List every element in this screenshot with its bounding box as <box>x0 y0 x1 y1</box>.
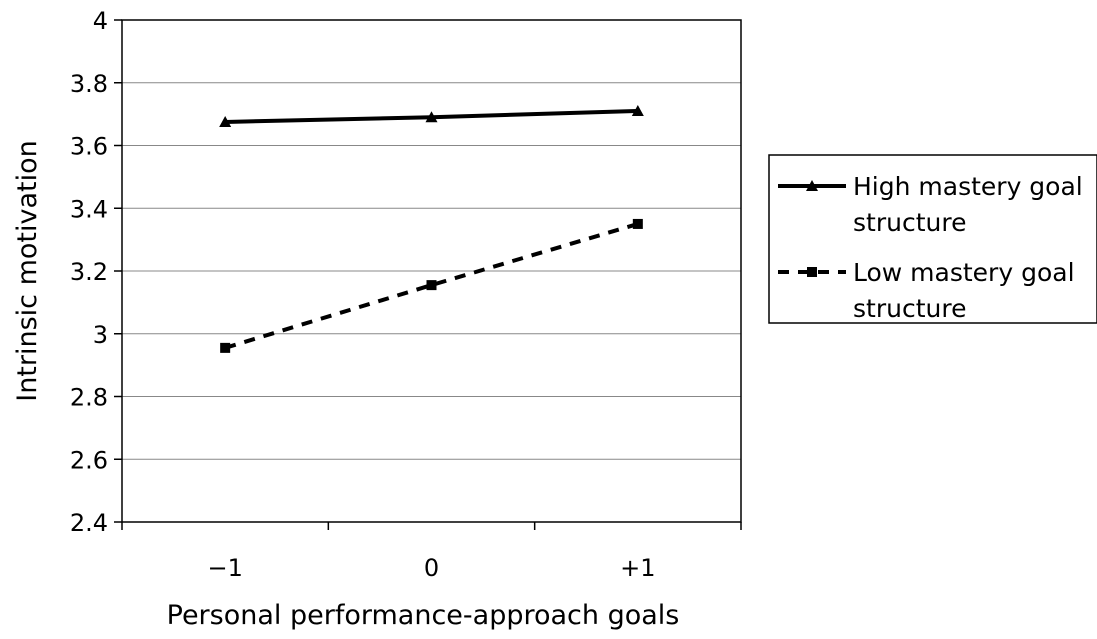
series-2 <box>220 218 643 353</box>
x-axis-ticks: −1 0 +1 <box>121 522 742 582</box>
grid-lines <box>122 82 741 460</box>
y-axis-label: Intrinsic motivation <box>12 140 43 402</box>
legend-frame <box>768 154 1097 324</box>
x-tick-label: +1 <box>620 554 655 582</box>
data-point-1-1 <box>219 115 232 127</box>
legend-marker-2 <box>807 267 817 277</box>
y-axis-ticks: 2.4 2.6 2.8 3 3.2 3.4 3.6 3.8 4 <box>70 7 122 537</box>
legend-marker-1 <box>806 180 818 191</box>
x-tick-label: 0 <box>424 554 439 582</box>
data-point-2-3 <box>632 218 643 229</box>
series-1 <box>219 104 644 127</box>
x-axis-label: Personal performance-approach goals <box>167 600 680 631</box>
legend: High mastery goal structure Low mastery go… <box>768 154 1097 324</box>
y-tick-label: 3.6 <box>70 133 108 161</box>
legend-label-2: Low mastery goal <box>853 258 1075 287</box>
legend-label-1: High mastery goal <box>853 172 1083 201</box>
y-tick-label: 3.4 <box>70 195 108 223</box>
y-tick-label: 3 <box>93 321 108 349</box>
legend-label-2: structure <box>853 294 966 323</box>
y-tick-label: 2.4 <box>70 509 108 537</box>
y-tick-label: 2.8 <box>70 384 108 412</box>
data-point-1-3 <box>631 104 644 116</box>
x-tick-label: −1 <box>207 554 242 582</box>
y-tick-label: 3.2 <box>70 258 108 286</box>
y-tick-label: 4 <box>93 7 108 35</box>
series-group <box>219 104 644 353</box>
legend-label-1: structure <box>853 208 966 237</box>
data-point-2-2 <box>426 280 437 291</box>
data-point-1-2 <box>425 111 438 123</box>
data-point-2-1 <box>220 342 231 353</box>
y-tick-label: 2.6 <box>70 446 108 474</box>
y-tick-label: 3.8 <box>70 70 108 98</box>
